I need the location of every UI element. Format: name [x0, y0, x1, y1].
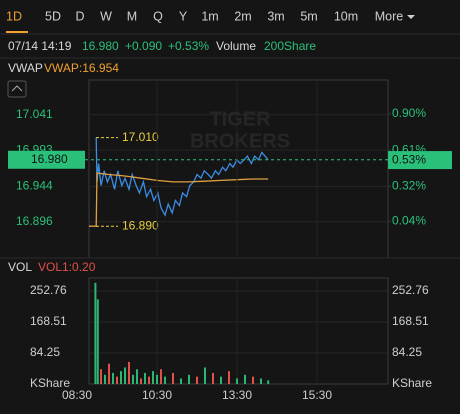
volume-bar: [96, 299, 99, 384]
tab[interactable]: Q: [153, 9, 163, 23]
y-tick-label-right: 84.25: [392, 345, 422, 359]
unit-label-right: KShare: [392, 376, 432, 390]
volume-bar: [220, 376, 222, 384]
indicator-name: VOL: [8, 260, 32, 274]
y-tick-label: 17.041: [16, 107, 53, 121]
y2-tick-label: 0.32%: [392, 178, 426, 192]
series-line: [89, 172, 269, 227]
volume-bar: [132, 374, 134, 384]
collapse-button[interactable]: [7, 80, 27, 98]
volume-bar: [144, 372, 146, 384]
volume-bar: [267, 380, 270, 384]
volume-bar: [136, 369, 138, 384]
y2-tick-label: 0.90%: [392, 106, 426, 120]
y-tick-label-right: 252.76: [392, 283, 429, 297]
volume-bar: [196, 376, 198, 384]
y-tick-label: 168.51: [30, 314, 67, 328]
header-datetime: 07/14 14:19: [8, 39, 72, 53]
volume-bar: [244, 374, 246, 384]
header-volume-label: Volume: [216, 39, 256, 53]
active-tab-underline: [6, 31, 28, 33]
indicator-value: VWAP:16.954: [44, 61, 119, 75]
indicator-name: VWAP: [8, 61, 43, 75]
x-tick-label: 08:30: [62, 388, 92, 402]
tab[interactable]: 2m: [234, 9, 251, 23]
header-change-pct: +0.53%: [168, 39, 209, 53]
last-price-badge: [8, 150, 85, 169]
volume-bar: [172, 372, 174, 384]
volume-bar: [152, 371, 154, 384]
volume-bar: [160, 369, 162, 384]
watermark: BROKERS: [190, 130, 290, 152]
y-tick-label-right: 168.51: [392, 314, 429, 328]
tab[interactable]: 5D: [45, 9, 61, 23]
indicator-value: VOL1:0.20: [38, 260, 96, 274]
tab[interactable]: D: [75, 9, 84, 23]
volume-bar: [128, 361, 130, 384]
unit-label: KShare: [30, 376, 70, 390]
volume-bar: [148, 376, 150, 384]
volume-plot-frame: [88, 277, 389, 385]
tab[interactable]: M: [127, 9, 137, 23]
tab[interactable]: Y: [179, 9, 188, 23]
volume-bar: [124, 367, 126, 384]
x-tick-label: 10:30: [142, 388, 172, 402]
tab[interactable]: 3m: [267, 9, 284, 23]
last-pct-badge: [388, 151, 452, 170]
collapse-icon: [11, 85, 23, 92]
volume-bar: [108, 363, 110, 384]
volume-bar: [120, 371, 122, 384]
tab[interactable]: More: [375, 9, 404, 23]
tab[interactable]: 1m: [201, 9, 218, 23]
y-tick-label: 84.25: [30, 345, 60, 359]
volume-bar: [94, 282, 97, 384]
last-pct-label: 0.53%: [392, 152, 426, 166]
volume-bar: [252, 376, 254, 384]
y-tick-label: 252.76: [30, 283, 67, 297]
volume-bar: [204, 367, 206, 384]
y-tick-label: 16.944: [16, 179, 53, 193]
volume-bar: [228, 371, 230, 384]
watermark: TIGER: [209, 108, 271, 130]
tab[interactable]: 5m: [300, 9, 317, 23]
volume-bar: [164, 376, 166, 384]
y2-tick-label: 0.04%: [392, 213, 426, 227]
volume-bar: [112, 372, 114, 384]
volume-bar: [236, 378, 238, 384]
header-volume: 200Share: [264, 39, 316, 53]
volume-bar: [212, 372, 214, 384]
tab[interactable]: 1D: [6, 9, 22, 23]
volume-bar: [100, 369, 102, 384]
x-tick-label: 15:30: [302, 388, 332, 402]
more-arrow[interactable]: [407, 15, 415, 19]
tab[interactable]: 10m: [334, 9, 358, 23]
volume-bar: [140, 378, 142, 384]
volume-bar: [180, 378, 182, 384]
y-tick-label: 16.896: [16, 214, 53, 228]
volume-bar: [116, 376, 118, 384]
header-price: 16.980: [82, 39, 119, 53]
volume-bar: [104, 374, 106, 384]
low-label: 16.890: [122, 218, 159, 232]
volume-bar: [188, 374, 190, 384]
high-label: 17.010: [122, 130, 159, 144]
header-change: +0.090: [125, 39, 162, 53]
last-price-label: 16.980: [31, 152, 68, 166]
volume-bar: [156, 374, 158, 384]
volume-bar: [260, 378, 262, 384]
tab[interactable]: W: [100, 9, 112, 23]
x-tick-label: 13:30: [222, 388, 252, 402]
